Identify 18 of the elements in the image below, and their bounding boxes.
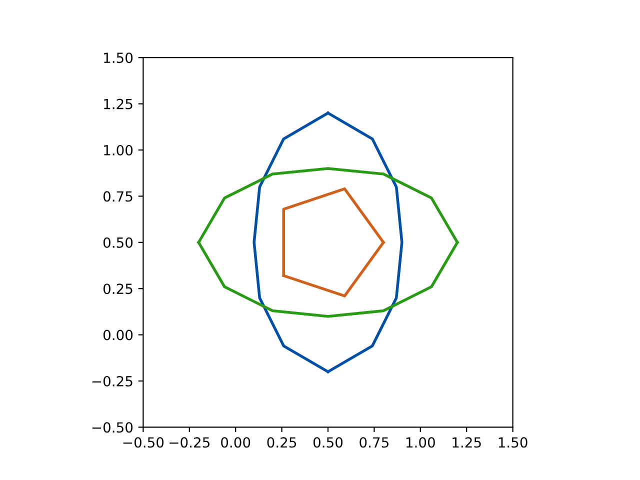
x-tick-label: −0.25 <box>170 437 210 448</box>
y-tick-label: 1.00 <box>104 144 133 156</box>
y-tick-label: 0.00 <box>103 330 133 340</box>
y-tick-label: 1.25 <box>104 98 132 110</box>
y-tick-label: 0.25 <box>103 284 132 294</box>
x-tick-label: 1.00 <box>406 437 435 448</box>
y-tick-label: −0.50 <box>92 422 133 433</box>
y-tick-label: −0.25 <box>92 376 132 386</box>
y-tick-label: 0.75 <box>103 191 132 202</box>
x-tick-label: 1.25 <box>452 437 481 448</box>
x-tick-label: 0.25 <box>267 437 296 448</box>
x-tick-label: 0.00 <box>221 437 250 448</box>
x-tick-label: 0.75 <box>360 437 388 448</box>
x-tick-label: 0.50 <box>313 437 343 448</box>
y-tick-label: 1.50 <box>104 52 133 64</box>
y-tick-label: 0.50 <box>103 237 133 248</box>
x-tick-label: 1.50 <box>498 437 528 448</box>
x-tick-label: −0.50 <box>123 437 164 448</box>
